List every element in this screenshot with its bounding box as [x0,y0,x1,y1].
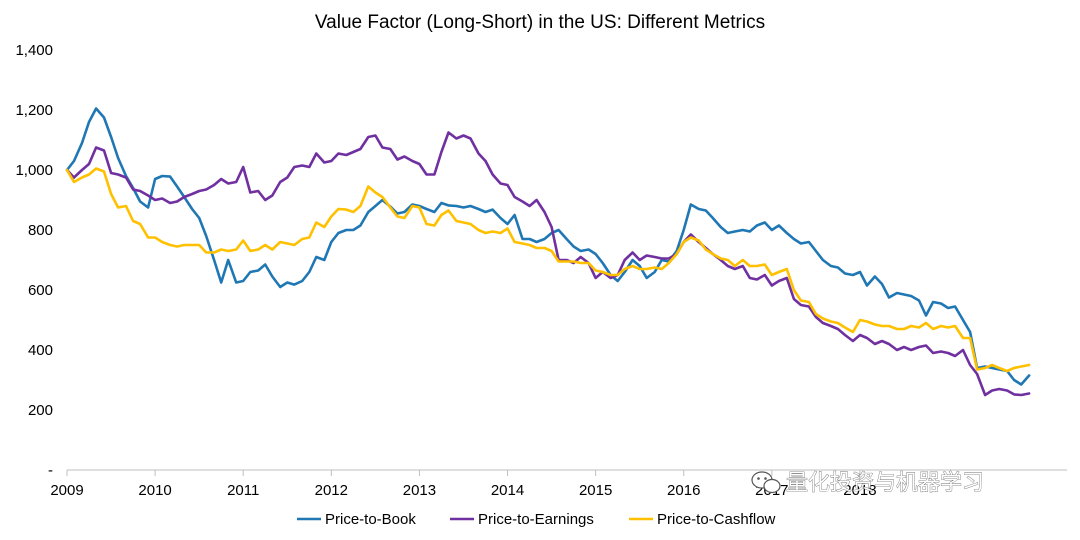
x-tick-label: 2014 [491,482,524,499]
legend-label: Price-to-Book [325,511,416,528]
chart-title: Value Factor (Long-Short) in the US: Dif… [315,12,765,33]
x-tick-label: 2018 [843,482,876,499]
legend-label: Price-to-Cashflow [657,511,776,528]
y-tick-label: 1,400 [15,42,53,59]
legend-label: Price-to-Earnings [478,511,594,528]
x-tick-label: 2016 [667,482,700,499]
wechat-icon [751,471,781,494]
y-tick-label: 1,200 [15,102,53,119]
x-tick-label: 2011 [227,482,259,499]
series-line-price-to-earnings [65,131,1031,397]
legend: Price-to-Book Price-to-Earnings Price-to-C… [297,511,776,528]
y-tick-label: 1,000 [15,162,53,179]
y-axis: - 200 400 600 800 1,000 1,200 1,400 [15,42,53,479]
series-lines [65,107,1031,397]
x-tick-label: 2013 [403,482,436,499]
y-tick-label: - [48,462,53,479]
x-tick-label: 2010 [138,482,171,499]
y-tick-label: 600 [28,282,53,299]
x-axis: 2009201020112012201320142015201620172018 [50,470,877,499]
y-tick-label: 400 [28,342,53,359]
x-tick-label: 2012 [315,482,348,499]
watermark-text: 量化投资与机器学习 [786,471,984,496]
x-tick-label: 2015 [579,482,612,499]
x-tick-label: 2009 [50,482,83,499]
y-tick-label: 200 [28,402,53,419]
series-line-price-to-cashflow [65,167,1031,373]
series-line-price-to-book [65,107,1031,386]
watermark: 量化投资与机器学习 [751,471,984,496]
y-tick-label: 800 [28,222,53,239]
